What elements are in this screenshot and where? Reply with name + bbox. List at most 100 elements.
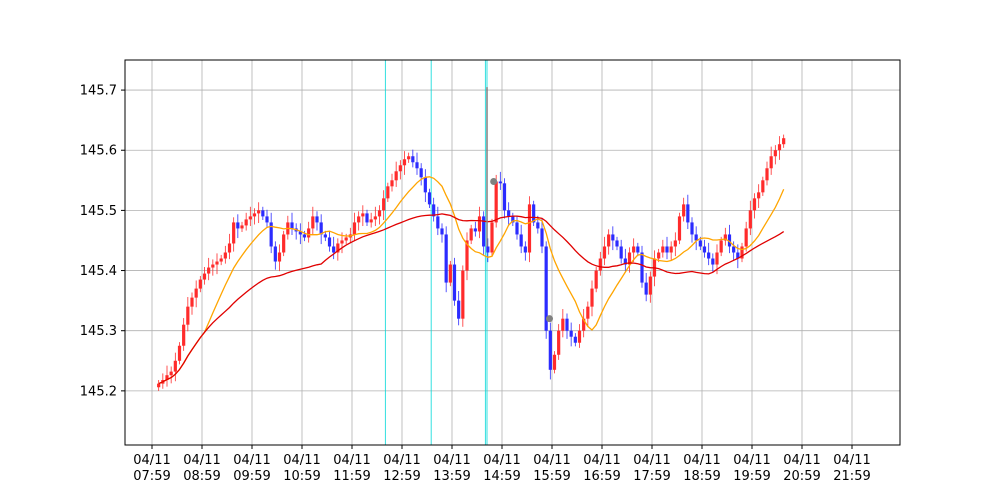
candle-body [519,234,523,247]
y-tick-label: 145.2 [80,384,117,399]
candle-body [782,138,786,145]
candle-body [386,186,390,199]
candle-body [407,156,411,160]
candle-body [165,375,169,381]
candle-body [452,264,457,301]
candle-body [302,234,307,238]
candle-body [590,288,594,307]
candle-body [515,222,519,235]
y-tick-label: 145.7 [80,84,117,99]
x-tick-time-label: 09:59 [233,469,270,484]
candle-body [627,252,632,265]
candle-body [565,318,569,331]
candle-body [577,330,582,343]
candle-body [411,156,415,163]
candle-body [252,213,257,217]
candle-body [698,240,702,247]
candle-body [669,246,673,253]
candle-body [586,306,590,319]
candle-body [536,222,540,229]
candle-body [402,159,407,166]
candle-body [723,234,727,241]
candle-body [448,264,452,283]
candle-body [323,234,327,238]
candle-body [607,234,611,247]
candle-body [473,228,477,232]
candle-body [269,222,273,247]
candle-body [319,222,323,235]
candle-body [727,234,732,247]
candle-body [211,264,215,268]
candle-body [461,270,465,319]
candle-body [344,237,348,241]
x-tick-time-label: 14:59 [483,469,520,484]
candle-body [382,198,386,211]
candle-body [373,216,377,220]
candle-body [227,243,232,253]
candle-body [523,246,527,253]
plot-area [125,60,900,445]
x-tick-time-label: 20:59 [783,469,820,484]
candle-body [648,276,652,295]
candle-body [532,204,536,223]
candle-body [636,246,640,253]
x-tick-date-label: 04/11 [833,453,870,468]
candle-body [673,240,677,247]
candle-body [327,237,332,247]
candle-body [777,144,782,151]
candle-body [432,204,436,217]
y-tick-label: 145.4 [80,264,117,279]
candle-body [557,330,561,355]
candle-body [465,240,469,271]
candle-body [394,171,398,181]
candle-body [623,258,627,265]
x-tick-time-label: 15:59 [533,469,570,484]
candle-body [215,261,219,265]
candle-body [719,240,723,253]
candle-body [357,216,361,223]
candle-body [332,246,336,253]
plot-frame [124,59,901,446]
x-tick-date-label: 04/11 [133,453,170,468]
x-tick-date-label: 04/11 [183,453,220,468]
candle-body [444,234,448,283]
candle-body [657,252,661,259]
x-tick-time-label: 13:59 [433,469,470,484]
x-tick-date-label: 04/11 [533,453,570,468]
y-tick-label: 145.3 [80,324,117,339]
candle-body [761,180,765,193]
candle-body [440,228,444,235]
x-tick-date-label: 04/11 [583,453,620,468]
candle-body [769,156,773,169]
candle-body [540,228,544,247]
y-tick-label: 145.5 [80,204,117,219]
candle-body [486,246,490,253]
candle-body [707,252,711,259]
x-tick-date-label: 04/11 [383,453,420,468]
candle-body [315,216,319,223]
candle-body [744,228,748,247]
candle-body [602,246,607,259]
candle-body [352,222,357,235]
x-tick-time-label: 19:59 [733,469,770,484]
candle-body [157,383,161,388]
x-tick-date-label: 04/11 [783,453,820,468]
candle-body [236,222,240,229]
candle-body [369,219,373,223]
x-tick-time-label: 07:59 [133,469,170,484]
candle-body [561,318,565,331]
ma-long-line [158,213,785,385]
candle-body [169,371,173,376]
x-tick-date-label: 04/11 [233,453,270,468]
candle-body [765,168,769,181]
candle-body [186,306,190,325]
candle-body [582,318,586,331]
candle-body [273,246,277,262]
candle-body [436,216,440,229]
candle-body [544,246,548,331]
candle-body [740,246,744,259]
candle-body [298,231,302,235]
candle-body [290,222,294,229]
candle-body [490,222,494,253]
candle-body [427,192,432,205]
